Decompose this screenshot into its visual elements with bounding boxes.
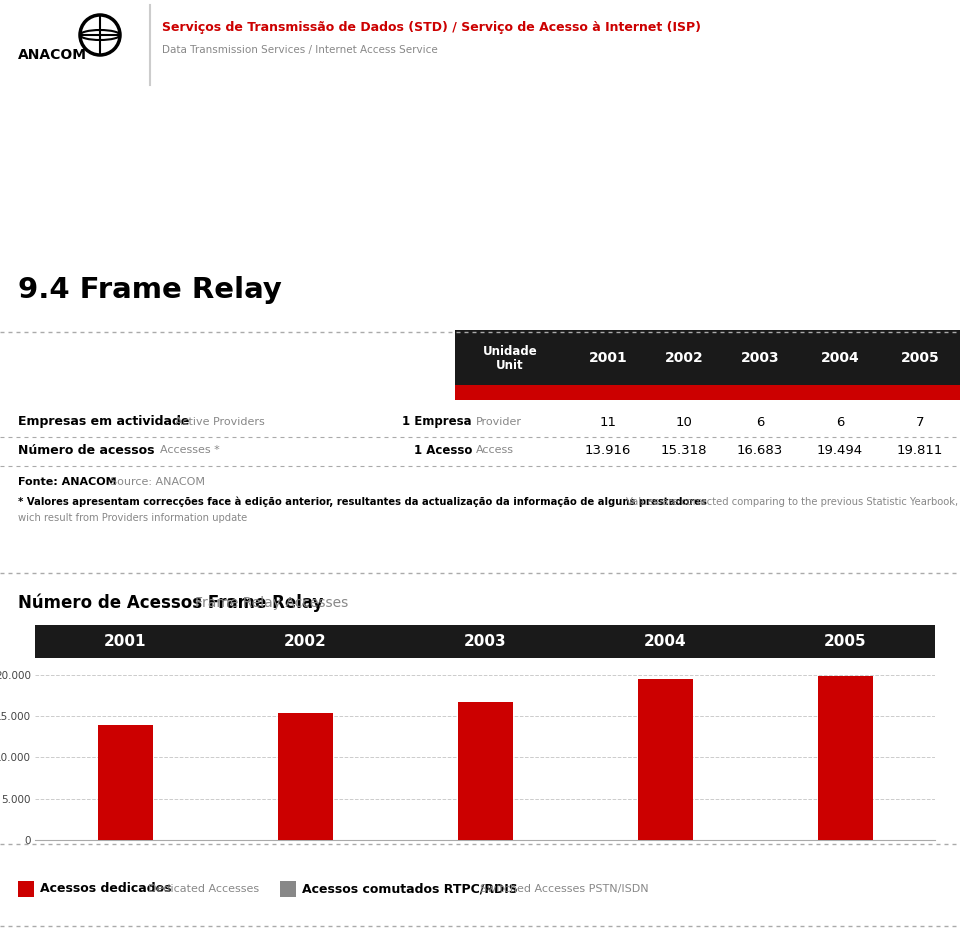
Text: Unidade: Unidade bbox=[483, 345, 538, 358]
Text: 10: 10 bbox=[676, 415, 692, 428]
Text: Empresas em actividade: Empresas em actividade bbox=[18, 415, 189, 428]
Text: 15.318: 15.318 bbox=[660, 444, 708, 457]
Bar bbox=[455, 385, 960, 400]
Text: 2004: 2004 bbox=[644, 634, 686, 649]
Text: 7: 7 bbox=[916, 415, 924, 428]
Text: Número de Acessos Frame Relay: Número de Acessos Frame Relay bbox=[18, 593, 324, 612]
Text: Accesses *: Accesses * bbox=[160, 445, 220, 455]
Bar bbox=[818, 676, 873, 840]
Text: 2005: 2005 bbox=[824, 634, 866, 649]
Text: Fonte: ANACOM: Fonte: ANACOM bbox=[18, 477, 116, 487]
Text: 2005: 2005 bbox=[900, 351, 940, 364]
Text: 2002: 2002 bbox=[283, 634, 326, 649]
Text: Active Providers: Active Providers bbox=[175, 417, 265, 427]
Text: Acessos dedicados: Acessos dedicados bbox=[40, 883, 172, 896]
Bar bbox=[458, 702, 513, 840]
Text: 19.494: 19.494 bbox=[817, 444, 863, 457]
Text: 19.811: 19.811 bbox=[897, 444, 943, 457]
Text: 6: 6 bbox=[756, 415, 764, 428]
Text: 2003: 2003 bbox=[741, 351, 780, 364]
Bar bbox=[455, 330, 960, 385]
Text: 2003: 2003 bbox=[464, 634, 506, 649]
Text: 1 Acesso: 1 Acesso bbox=[414, 444, 472, 457]
Text: 1 Empresa: 1 Empresa bbox=[402, 415, 472, 428]
Text: 16.683: 16.683 bbox=[737, 444, 783, 457]
Text: 9.4 Frame Relay: 9.4 Frame Relay bbox=[18, 276, 282, 304]
Text: 13.916: 13.916 bbox=[585, 444, 631, 457]
Text: 6: 6 bbox=[836, 415, 844, 428]
Text: Access: Access bbox=[476, 445, 514, 455]
Text: 2001: 2001 bbox=[588, 351, 628, 364]
Text: Values are corrected comparing to the previous Statistic Yearbook,: Values are corrected comparing to the pr… bbox=[626, 497, 958, 507]
Text: 2002: 2002 bbox=[664, 351, 704, 364]
Text: Provider: Provider bbox=[476, 417, 522, 427]
Text: Unit: Unit bbox=[496, 359, 524, 372]
Text: 2004: 2004 bbox=[821, 351, 859, 364]
Bar bbox=[637, 679, 692, 840]
Text: Switched Accesses PSTN/ISDN: Switched Accesses PSTN/ISDN bbox=[480, 884, 649, 894]
Text: Acessos comutados RTPC/RDIS: Acessos comutados RTPC/RDIS bbox=[302, 883, 517, 896]
Text: Dedicated Accesses: Dedicated Accesses bbox=[148, 884, 259, 894]
Text: 2001: 2001 bbox=[104, 634, 146, 649]
Bar bbox=[98, 725, 153, 840]
Bar bbox=[18, 881, 34, 897]
Text: Serviços de Transmissão de Dados (STD) / Serviço de Acesso à Internet (ISP): Serviços de Transmissão de Dados (STD) /… bbox=[162, 22, 701, 34]
Bar bbox=[277, 713, 332, 840]
Text: * Valores apresentam correcções face à edição anterior, resultantes da actualiza: * Valores apresentam correcções face à e… bbox=[18, 497, 707, 507]
Text: Data Transmission Services / Internet Access Service: Data Transmission Services / Internet Ac… bbox=[162, 45, 438, 55]
Text: wich result from Providers information update: wich result from Providers information u… bbox=[18, 513, 248, 523]
Text: Source: ANACOM: Source: ANACOM bbox=[110, 477, 205, 487]
Text: Número de acessos: Número de acessos bbox=[18, 444, 155, 457]
Text: ANACOM: ANACOM bbox=[18, 48, 87, 62]
Text: Frame Relay Accesses: Frame Relay Accesses bbox=[195, 596, 348, 610]
Bar bbox=[280, 881, 296, 897]
Text: 11: 11 bbox=[599, 415, 616, 428]
